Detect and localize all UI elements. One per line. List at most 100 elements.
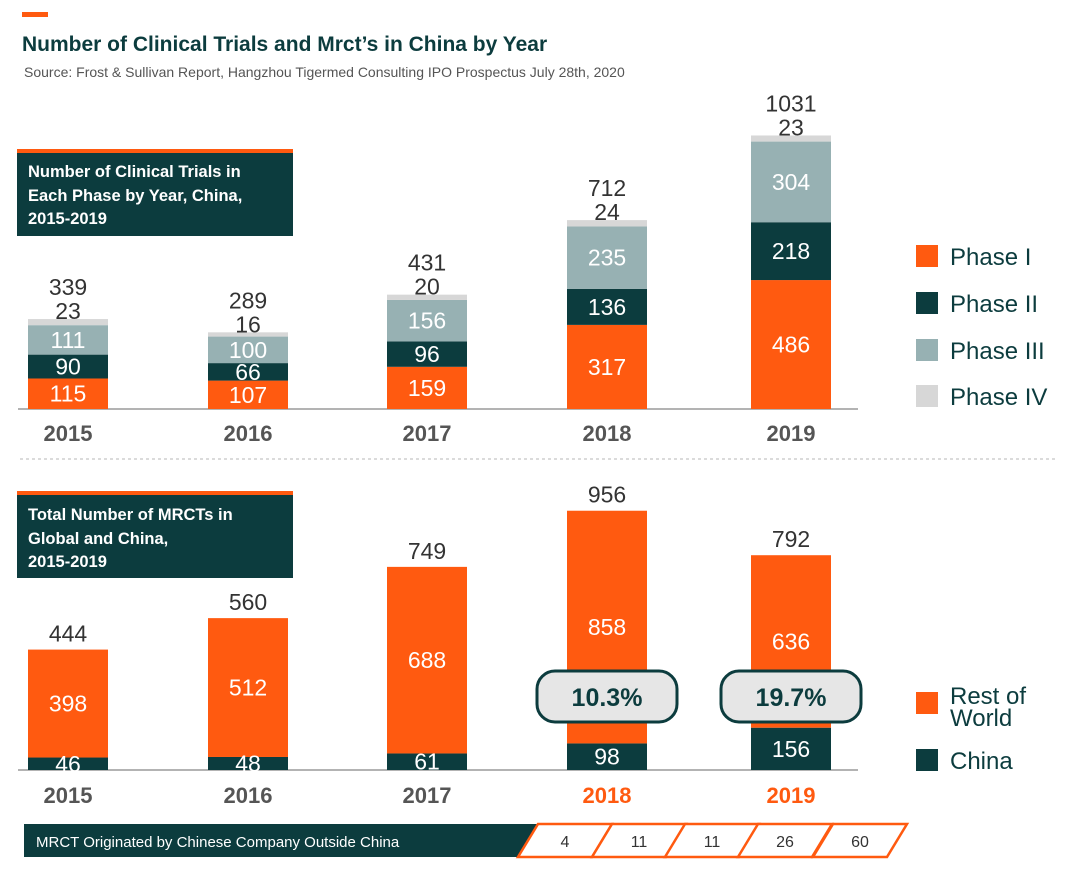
trials-bar-phase-iv-2015 bbox=[28, 319, 108, 326]
mrct-title-background bbox=[17, 495, 293, 578]
trials-value-phase-iv-2017: 20 bbox=[414, 274, 440, 300]
trials-value-phase-iv-2015: 23 bbox=[55, 298, 81, 324]
mrct-title-line-2: Global and China, bbox=[28, 530, 168, 548]
footer-value-2017: 11 bbox=[704, 834, 721, 851]
mrct-value-rest-of-world-2016: 512 bbox=[229, 675, 267, 701]
trials-bar-phase-ii-2018 bbox=[567, 288, 647, 325]
trials-title-line-2: Each Phase by Year, China, bbox=[28, 187, 242, 205]
mrct-bar-china-2015 bbox=[28, 757, 108, 770]
trials-total-2017: 431 bbox=[408, 250, 446, 276]
mrct-value-china-2019: 156 bbox=[772, 736, 810, 762]
legend-label-rest-of-world-line-2: World bbox=[950, 705, 1012, 732]
trials-value-phase-i-2019: 486 bbox=[772, 332, 810, 358]
page-title: Number of Clinical Trials and Mrct’s in … bbox=[22, 33, 547, 56]
trials-value-phase-iii-2016: 100 bbox=[229, 337, 267, 363]
title-accent-bar bbox=[22, 12, 48, 17]
mrct-tick-label-2019: 2019 bbox=[767, 783, 816, 808]
trials-bar-phase-iv-2018 bbox=[567, 220, 647, 227]
mrct-value-rest-of-world-2015: 398 bbox=[49, 691, 87, 717]
footer-label-background bbox=[24, 824, 538, 857]
mrct-value-rest-of-world-2017: 688 bbox=[408, 647, 446, 673]
trials-bars bbox=[28, 135, 831, 409]
trials-bar-phase-i-2019 bbox=[751, 280, 831, 409]
trials-value-phase-i-2015: 115 bbox=[50, 381, 87, 407]
china-share-value-2018: 10.3% bbox=[572, 684, 643, 712]
trials-bar-phase-i-2016 bbox=[208, 380, 288, 409]
trials-bar-phase-iii-2019 bbox=[751, 141, 831, 223]
legend-label-phase-iv: Phase IV bbox=[950, 384, 1047, 411]
trials-tick-label-2015: 2015 bbox=[44, 421, 93, 446]
mrct-bar-china-2019 bbox=[751, 727, 831, 770]
mrct-total-2016: 560 bbox=[229, 589, 267, 615]
china-share-value-2019: 19.7% bbox=[756, 684, 827, 712]
trials-value-phase-iv-2018: 24 bbox=[594, 199, 620, 225]
legend-swatch-phase-iv bbox=[916, 385, 938, 407]
legend-label-phase-i: Phase I bbox=[950, 244, 1031, 271]
trials-value-phase-ii-2017: 96 bbox=[414, 341, 440, 367]
source-note: Source: Frost & Sullivan Report, Hangzho… bbox=[24, 64, 625, 80]
trials-panel-title-box: Number of Clinical Trials in Each Phase … bbox=[17, 149, 293, 236]
trials-bar-phase-iii-2018 bbox=[567, 226, 647, 289]
trials-bar-phase-i-2018 bbox=[567, 324, 647, 409]
legend-label-rest-of-world-line-1: Rest of bbox=[950, 683, 1026, 710]
mrct-bar-china-2018 bbox=[567, 743, 647, 770]
trials-bar-phase-ii-2015 bbox=[28, 354, 108, 379]
mrct-value-rest-of-world-2019: 636 bbox=[772, 628, 810, 654]
mrct-labels: 46 398 444 2015 48 512 560 2016 61 688 749 2017 98 85… bbox=[44, 482, 816, 808]
footer-label: MRCT Originated by Chinese Company Outsi… bbox=[36, 834, 400, 851]
trials-value-phase-ii-2015: 90 bbox=[55, 354, 81, 380]
mrct-bar-china-2017 bbox=[387, 753, 467, 770]
trials-bar-phase-i-2015 bbox=[28, 378, 108, 409]
trials-tick-label-2018: 2018 bbox=[583, 421, 632, 446]
trials-value-phase-ii-2019: 218 bbox=[772, 238, 810, 264]
mrct-value-china-2016: 48 bbox=[235, 750, 261, 776]
trials-bar-phase-iii-2017 bbox=[387, 299, 467, 342]
trials-bar-phase-iv-2016 bbox=[208, 332, 288, 337]
trials-total-2019: 1031 bbox=[765, 90, 816, 116]
legend-label-china: China bbox=[950, 748, 1013, 775]
trials-bar-phase-ii-2016 bbox=[208, 363, 288, 381]
footer-value-2019: 60 bbox=[851, 834, 869, 851]
mrct-total-2015: 444 bbox=[49, 621, 88, 647]
mrct-value-rest-of-world-2018: 858 bbox=[588, 614, 626, 640]
trials-tick-label-2019: 2019 bbox=[767, 421, 816, 446]
mrct-tick-label-2018: 2018 bbox=[583, 783, 632, 808]
mrct-tick-label-2015: 2015 bbox=[44, 783, 93, 808]
trials-value-phase-iv-2016: 16 bbox=[235, 311, 261, 337]
footer-cell-2019 bbox=[810, 822, 910, 859]
mrct-bar-china-2016 bbox=[208, 756, 288, 770]
china-share-pill-2019 bbox=[719, 669, 863, 724]
trials-legend: Phase I Phase II Phase III Phase IV bbox=[916, 244, 1047, 411]
trials-value-phase-i-2017: 159 bbox=[408, 375, 446, 401]
mrct-annotations: 10.3% 19.7% bbox=[535, 669, 863, 724]
mrct-total-2017: 749 bbox=[408, 538, 446, 564]
footer-value-2015: 4 bbox=[561, 834, 570, 851]
trials-title-line-1: Number of Clinical Trials in bbox=[28, 163, 241, 181]
legend-label-phase-ii: Phase II bbox=[950, 291, 1038, 318]
trials-value-phase-iii-2019: 304 bbox=[772, 169, 811, 195]
legend-swatch-rest-of-world bbox=[916, 692, 938, 714]
legend-swatch-china bbox=[916, 749, 938, 771]
trials-bar-phase-iii-2016 bbox=[208, 336, 288, 364]
trials-total-2018: 712 bbox=[588, 175, 626, 201]
mrct-title-line-1: Total Number of MRCTs in bbox=[28, 506, 233, 524]
trials-value-phase-iii-2017: 156 bbox=[408, 308, 446, 334]
trials-bar-phase-iv-2019 bbox=[751, 135, 831, 142]
trials-tick-label-2016: 2016 bbox=[224, 421, 273, 446]
mrct-title-line-3: 2015-2019 bbox=[28, 553, 107, 571]
legend-swatch-phase-i bbox=[916, 245, 938, 267]
trials-value-phase-iii-2015: 111 bbox=[51, 327, 86, 353]
trials-total-2016: 289 bbox=[229, 287, 267, 313]
footer-value-2018: 26 bbox=[776, 834, 794, 851]
trials-title-background bbox=[17, 153, 293, 236]
trials-value-phase-i-2018: 317 bbox=[588, 354, 626, 380]
mrct-total-2018: 956 bbox=[588, 482, 626, 508]
footer-value-2016: 11 bbox=[631, 834, 648, 851]
trials-bar-phase-ii-2017 bbox=[387, 341, 467, 367]
mrct-tick-label-2017: 2017 bbox=[403, 783, 452, 808]
mrct-bar-rest-of-world-2017 bbox=[387, 566, 467, 754]
trials-value-phase-i-2016: 107 bbox=[229, 382, 267, 408]
trials-title-accent bbox=[17, 149, 293, 153]
